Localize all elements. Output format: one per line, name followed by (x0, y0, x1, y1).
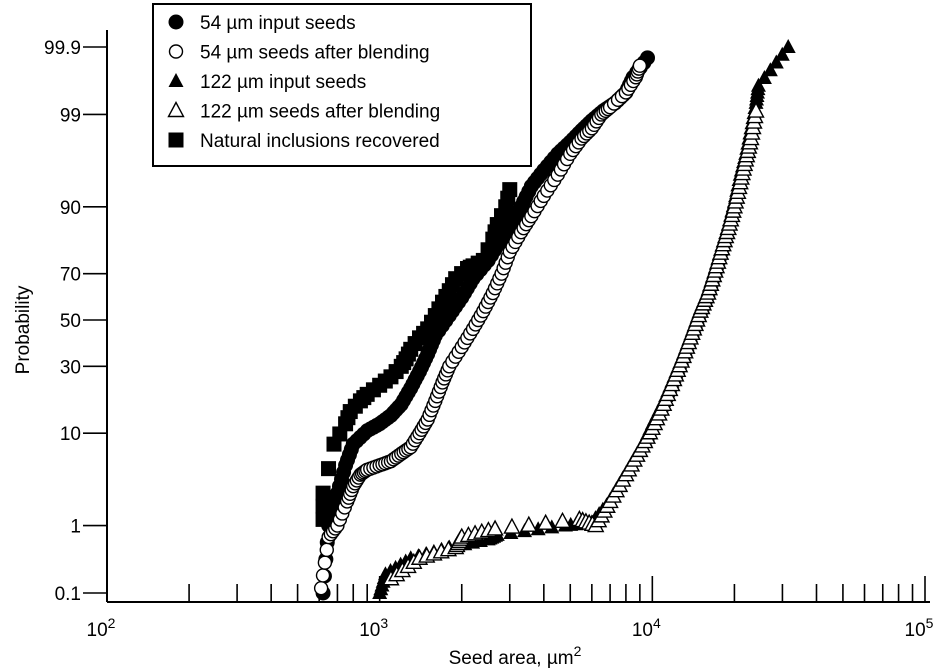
data-point-interp (774, 46, 790, 61)
data-point (780, 39, 796, 53)
data-point (750, 77, 766, 92)
x-axis-title: Seed area, µm2 (449, 643, 582, 668)
data-point-interp (520, 515, 538, 532)
data-point (313, 580, 329, 596)
x-tick-label: 102 (87, 615, 116, 641)
data-point-interp (553, 511, 572, 529)
y-tick-label: 30 (60, 357, 81, 378)
data-point (502, 182, 518, 198)
y-tick-label: 1 (70, 517, 81, 538)
legend-marker-3 (167, 101, 185, 118)
data-point (315, 511, 331, 527)
data-point-interp (756, 69, 772, 84)
data-point-interp (768, 54, 784, 69)
legend-box (152, 3, 532, 167)
legend-label-2: 122 µm input seeds (200, 72, 366, 93)
y-tick-label: 0.1 (55, 584, 81, 605)
axes: 102 103 104 105 0.1 1 10 30 50 70 90 99 99.9 Seed are… (13, 30, 934, 668)
data-point-interp (319, 542, 334, 558)
data-point-interp (536, 513, 555, 530)
data-point-interp (317, 555, 333, 570)
data-point-interp (503, 517, 521, 534)
series-3 (382, 101, 765, 586)
legend-label-3: 122 µm seeds after blending (200, 102, 440, 123)
legend-marker-2 (168, 73, 184, 87)
data-point-interp (762, 62, 778, 77)
legend-label-1: 54 µm seeds after blending (200, 43, 430, 64)
legend-marker-4 (168, 132, 184, 148)
data-point (315, 485, 331, 501)
legend-marker-0 (168, 14, 184, 30)
y-tick-label: 10 (60, 424, 81, 445)
x-tick-label: 103 (359, 615, 388, 641)
legend-marker-1 (168, 44, 184, 59)
data-point-interp (315, 498, 331, 514)
data-point (632, 58, 648, 73)
x-tick-label: 104 (632, 615, 661, 641)
legend-label-4: Natural inclusions recovered (200, 131, 440, 152)
data-point-interp (315, 568, 331, 583)
series-4 (315, 182, 518, 527)
data-point (486, 519, 504, 536)
y-tick-label: 99.9 (44, 38, 81, 59)
y-axis-title: Probability (13, 285, 34, 374)
x-tick-label: 105 (905, 615, 934, 641)
y-tick-label: 99 (60, 105, 81, 126)
data-point-interp (321, 461, 337, 477)
y-tick-label: 90 (60, 198, 81, 219)
y-tick-label: 70 (60, 265, 81, 286)
data-point (747, 101, 765, 118)
legend: 54 µm input seeds 54 µm seeds after blend… (152, 3, 532, 167)
legend-label-0: 54 µm input seeds (200, 13, 356, 34)
y-tick-label: 50 (60, 311, 81, 332)
series-1 (313, 58, 648, 596)
data-marks (313, 39, 796, 601)
